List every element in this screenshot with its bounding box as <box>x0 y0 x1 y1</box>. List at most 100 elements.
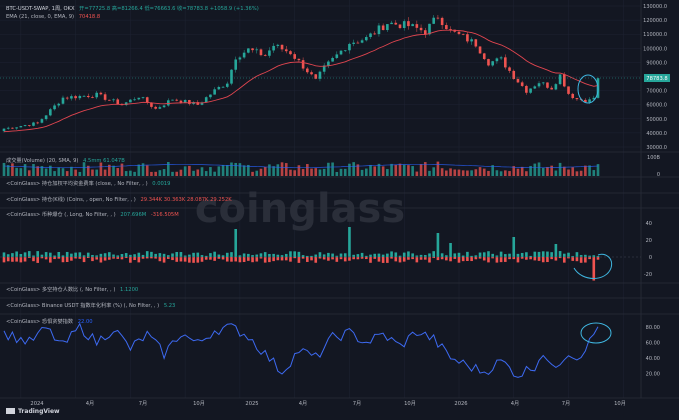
candle[interactable] <box>445 22 448 30</box>
candle[interactable] <box>11 127 14 129</box>
candle[interactable] <box>23 124 27 127</box>
candle[interactable] <box>449 26 452 33</box>
candle[interactable] <box>61 95 65 105</box>
candle[interactable] <box>482 52 486 61</box>
candle[interactable] <box>533 85 537 90</box>
candle[interactable] <box>280 44 284 52</box>
candle[interactable] <box>2 128 6 133</box>
candle[interactable] <box>440 16 444 29</box>
candle[interactable] <box>525 84 528 95</box>
candle[interactable] <box>558 74 562 86</box>
candle[interactable] <box>310 70 313 76</box>
candle[interactable] <box>27 125 31 127</box>
candle[interactable] <box>461 33 465 36</box>
candle[interactable] <box>53 103 56 111</box>
candle[interactable] <box>272 43 275 53</box>
apr-legend[interactable]: <CoinGlass> Binance USDT 指数年化利率 (%) (, N… <box>6 303 175 310</box>
candle[interactable] <box>230 69 233 86</box>
candle[interactable] <box>158 105 162 110</box>
candle[interactable] <box>15 127 18 130</box>
candle[interactable] <box>423 27 427 38</box>
candle[interactable] <box>474 38 478 48</box>
candle[interactable] <box>268 47 271 58</box>
candle[interactable] <box>175 98 179 102</box>
oi-legend[interactable]: <CoinGlass> 持仓(K线) (Coins, , open, No Fi… <box>6 197 232 204</box>
candle[interactable] <box>520 80 524 88</box>
candle[interactable] <box>562 72 566 88</box>
candle[interactable] <box>154 105 157 110</box>
candle[interactable] <box>116 97 120 105</box>
candle[interactable] <box>137 97 141 101</box>
candle[interactable] <box>225 81 229 89</box>
candle[interactable] <box>242 49 246 59</box>
candle[interactable] <box>529 88 532 94</box>
candle[interactable] <box>415 20 419 32</box>
candle[interactable] <box>255 47 259 54</box>
candle[interactable] <box>541 81 545 86</box>
fear-legend[interactable]: <CoinGlass> 恐惧贪婪指数 22.00 <box>6 319 93 326</box>
candle[interactable] <box>99 91 103 96</box>
candle[interactable] <box>331 56 334 62</box>
time-axis[interactable]: 2024 4月 7月 10月 2025 4月 7月 10月 2026 4月 7月 10月 <box>30 400 626 407</box>
candle[interactable] <box>217 85 221 91</box>
candle[interactable] <box>546 82 549 89</box>
candle[interactable] <box>284 45 288 54</box>
candle[interactable] <box>306 66 309 74</box>
candle[interactable] <box>103 92 107 102</box>
candle[interactable] <box>238 56 242 63</box>
candle[interactable] <box>592 95 596 100</box>
liq-legend[interactable]: <CoinGlass> 币种爆仓 (, Long, No Filter, , )… <box>6 212 179 219</box>
candle[interactable] <box>204 96 208 103</box>
candle[interactable] <box>550 85 553 90</box>
candle[interactable] <box>234 56 238 73</box>
candle[interactable] <box>86 93 90 99</box>
candle[interactable] <box>32 121 35 127</box>
candle[interactable] <box>390 20 393 25</box>
candle[interactable] <box>394 20 398 25</box>
candle[interactable] <box>516 76 520 84</box>
candle[interactable] <box>213 87 216 95</box>
candle[interactable] <box>57 102 61 108</box>
candle[interactable] <box>432 15 436 25</box>
candle[interactable] <box>91 95 94 99</box>
candle[interactable] <box>19 125 23 128</box>
candle[interactable] <box>495 57 499 64</box>
candle[interactable] <box>381 23 385 31</box>
candle[interactable] <box>327 60 330 69</box>
candle[interactable] <box>162 104 166 109</box>
candle[interactable] <box>478 46 482 54</box>
candle[interactable] <box>575 98 579 101</box>
price-axis[interactable]: 130000.0 120000.0 110000.0 100000.0 90000.0 8… <box>643 4 667 377</box>
candle[interactable] <box>402 19 406 31</box>
candle[interactable] <box>360 38 364 44</box>
candle[interactable] <box>82 94 86 97</box>
candle[interactable] <box>74 94 77 101</box>
candle[interactable] <box>314 74 318 80</box>
candle[interactable] <box>129 99 132 103</box>
candle[interactable] <box>567 86 570 96</box>
volume-legend[interactable]: 成交量(Volume) (20, SMA, 9) 4.5mm 61.047B <box>6 158 125 165</box>
candle[interactable] <box>470 37 473 45</box>
candle[interactable] <box>466 32 469 44</box>
candle[interactable] <box>166 98 170 107</box>
candle[interactable] <box>386 24 389 32</box>
funding-legend[interactable]: <CoinGlass> 持仓加权平均资金费率 (close, , No Filt… <box>6 181 170 188</box>
candle[interactable] <box>487 58 490 67</box>
candle[interactable] <box>209 94 212 99</box>
candle[interactable] <box>171 99 174 101</box>
candle[interactable] <box>108 99 111 101</box>
candle[interactable] <box>65 96 69 101</box>
candle[interactable] <box>322 63 326 75</box>
candle[interactable] <box>145 96 149 105</box>
candle[interactable] <box>133 97 136 101</box>
candle[interactable] <box>411 23 414 27</box>
candle[interactable] <box>40 118 44 124</box>
candle[interactable] <box>508 66 511 74</box>
candle[interactable] <box>200 101 204 106</box>
candle[interactable] <box>289 50 292 56</box>
candle[interactable] <box>373 31 377 35</box>
candle[interactable] <box>436 15 440 20</box>
candle[interactable] <box>95 90 98 100</box>
candle[interactable] <box>301 57 305 71</box>
candle[interactable] <box>398 24 402 30</box>
